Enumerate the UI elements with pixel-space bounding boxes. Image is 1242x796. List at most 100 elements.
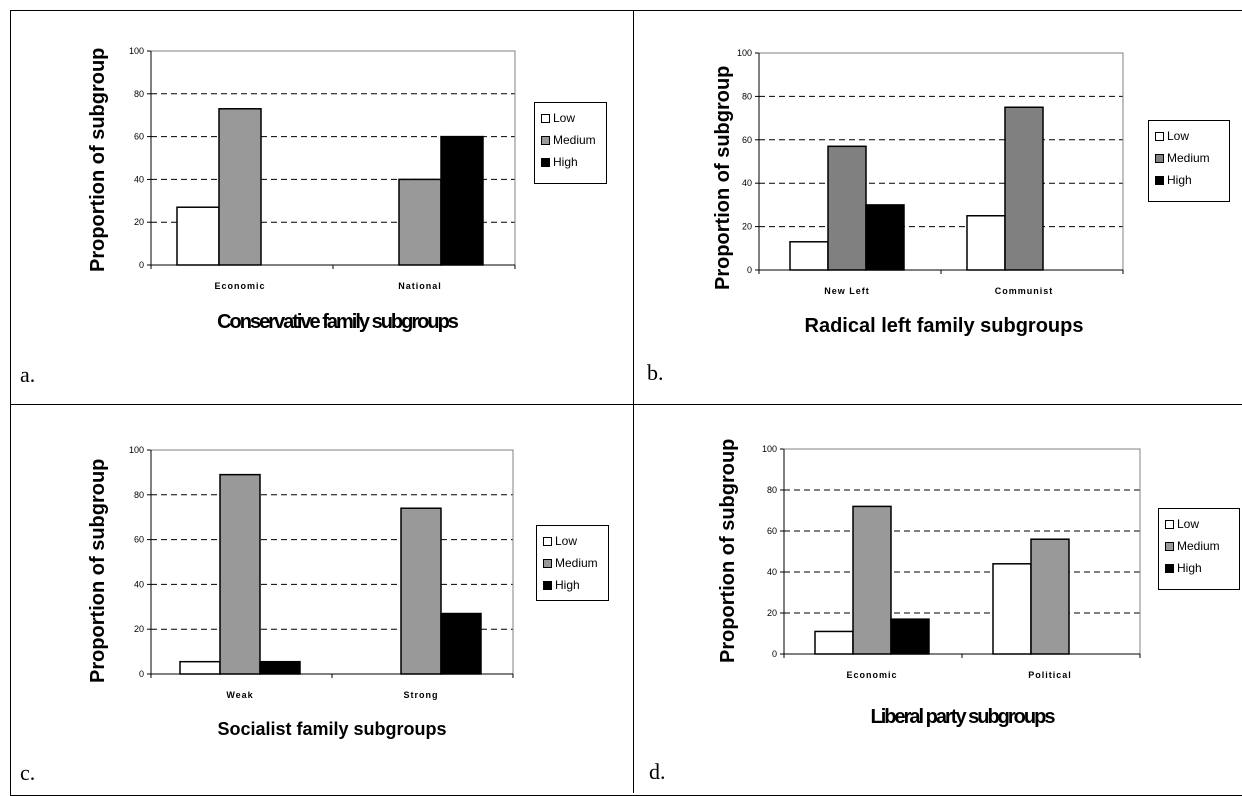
panel-letter: c.: [20, 760, 36, 785]
y-tick-label: 0: [139, 260, 144, 270]
legend-label: Medium: [1177, 539, 1220, 553]
chart-title: Socialist family subgroups: [217, 719, 447, 739]
y-tick-label: 100: [129, 46, 144, 56]
y-tick-label: 60: [134, 132, 144, 142]
bar-low-new-left: [789, 241, 829, 271]
legend-item-high: High: [543, 574, 602, 596]
panel-divider-horizontal: [10, 404, 1242, 405]
legend-swatch: [1165, 563, 1174, 573]
legend: Low Medium High: [536, 525, 609, 601]
category-label: National: [398, 281, 442, 291]
category-label: Economic: [214, 281, 265, 291]
category-label: Political: [1028, 670, 1072, 680]
y-tick-label: 80: [134, 89, 144, 99]
legend: Low Medium High: [1158, 508, 1240, 590]
category-label: Weak: [226, 690, 253, 700]
y-tick-label: 100: [762, 444, 777, 454]
legend-label: Low: [1177, 517, 1200, 531]
bar-medium-political: [1030, 538, 1070, 655]
legend-label: Medium: [553, 133, 596, 147]
legend-item-high: High: [1155, 169, 1223, 191]
y-tick-label: 20: [134, 624, 144, 634]
legend-swatch: [543, 558, 552, 568]
chart-title: Liberal party subgroups: [870, 706, 1056, 728]
y-tick-label: 20: [742, 222, 752, 232]
y-tick-label: 60: [767, 526, 777, 536]
plot-area: [783, 448, 1141, 655]
legend-label: Low: [553, 111, 576, 125]
bar-medium-communist: [1004, 106, 1044, 271]
bar-high-economic: [890, 618, 930, 655]
bar-high-weak: [259, 660, 301, 675]
legend-swatch: [1165, 519, 1174, 529]
legend-item-high: High: [541, 151, 600, 173]
legend-swatch: [541, 113, 550, 123]
legend-item-medium: Medium: [1155, 147, 1223, 169]
y-tick-label: 40: [742, 178, 752, 188]
bar-medium-strong: [400, 507, 442, 675]
legend-swatch: [1165, 541, 1174, 551]
y-tick-label: 40: [134, 579, 144, 589]
legend: Low Medium High: [534, 102, 607, 184]
legend: Low Medium High: [1148, 120, 1230, 202]
bar-medium-weak: [219, 473, 261, 675]
y-tick-label: 0: [772, 649, 777, 659]
y-tick-label: 60: [134, 535, 144, 545]
panel-divider-vertical: [633, 10, 634, 793]
bar-medium-economic: [852, 505, 892, 655]
legend-label: Low: [1167, 129, 1190, 143]
y-tick-label: 20: [767, 608, 777, 618]
y-tick-label: 0: [139, 669, 144, 679]
legend-item-medium: Medium: [1165, 535, 1233, 557]
y-axis-label: Proportion of subgroup: [717, 438, 739, 663]
legend-swatch: [1155, 153, 1164, 163]
panel-letter: d.: [649, 759, 666, 784]
y-tick-label: 20: [134, 217, 144, 227]
legend-swatch: [541, 135, 550, 145]
legend-swatch: [541, 157, 550, 167]
legend-swatch: [543, 580, 552, 590]
category-label: Strong: [404, 690, 439, 700]
y-tick-label: 80: [767, 485, 777, 495]
bar-low-communist: [966, 215, 1006, 271]
legend-label: High: [555, 578, 580, 592]
chart-title: Conservative family subgroups: [217, 311, 459, 333]
panel-letter: b.: [647, 360, 664, 385]
bar-high-new-left: [865, 204, 905, 271]
legend-item-low: Low: [541, 107, 600, 129]
legend-label: High: [1167, 173, 1192, 187]
legend-item-low: Low: [1155, 125, 1223, 147]
legend-item-medium: Medium: [541, 129, 600, 151]
y-tick-label: 40: [767, 567, 777, 577]
bar-high-national: [440, 135, 484, 266]
legend-label: High: [1177, 561, 1202, 575]
bar-medium-economic: [218, 108, 262, 266]
legend-item-low: Low: [1165, 513, 1233, 535]
y-tick-label: 80: [742, 91, 752, 101]
legend-item-low: Low: [543, 530, 602, 552]
y-tick-label: 80: [134, 490, 144, 500]
category-label: Communist: [995, 286, 1054, 296]
bar-low-political: [992, 563, 1032, 655]
legend-item-medium: Medium: [543, 552, 602, 574]
legend-swatch: [1155, 175, 1164, 185]
category-label: Economic: [846, 670, 897, 680]
legend-swatch: [543, 536, 552, 546]
panel-letter: a.: [20, 362, 36, 387]
y-tick-label: 100: [129, 445, 144, 455]
legend-label: High: [553, 155, 578, 169]
legend-label: Medium: [555, 556, 598, 570]
bar-medium-new-left: [827, 145, 867, 271]
legend-item-high: High: [1165, 557, 1233, 579]
legend-label: Low: [555, 534, 578, 548]
bar-high-strong: [440, 612, 482, 675]
y-tick-label: 60: [742, 135, 752, 145]
category-label: New Left: [824, 286, 870, 296]
chart-title: Radical left family subgroups: [804, 315, 1084, 337]
legend-swatch: [1155, 131, 1164, 141]
legend-label: Medium: [1167, 151, 1210, 165]
